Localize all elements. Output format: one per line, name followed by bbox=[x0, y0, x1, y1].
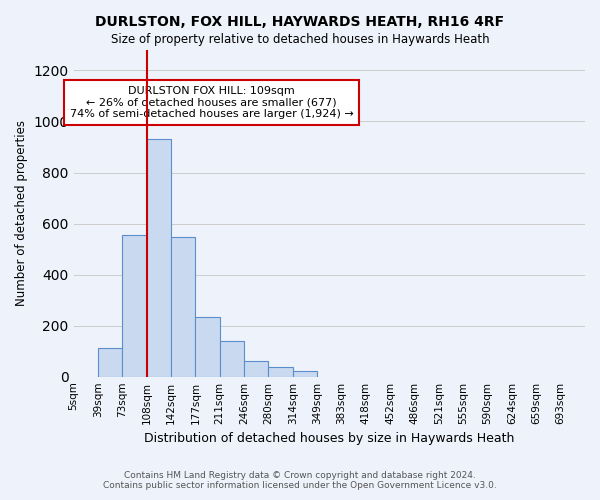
Bar bbox=[268, 367, 293, 376]
Text: DURLSTON, FOX HILL, HAYWARDS HEATH, RH16 4RF: DURLSTON, FOX HILL, HAYWARDS HEATH, RH16… bbox=[95, 15, 505, 29]
Text: DURLSTON FOX HILL: 109sqm
← 26% of detached houses are smaller (677)
74% of semi: DURLSTON FOX HILL: 109sqm ← 26% of detac… bbox=[70, 86, 353, 119]
Bar bbox=[171, 237, 196, 376]
Text: Size of property relative to detached houses in Haywards Heath: Size of property relative to detached ho… bbox=[110, 32, 490, 46]
Bar bbox=[196, 317, 220, 376]
Bar bbox=[220, 341, 244, 376]
Bar bbox=[98, 348, 122, 376]
Bar bbox=[293, 371, 317, 376]
Bar bbox=[244, 361, 268, 376]
X-axis label: Distribution of detached houses by size in Haywards Heath: Distribution of detached houses by size … bbox=[144, 432, 514, 445]
Bar bbox=[146, 140, 171, 376]
Y-axis label: Number of detached properties: Number of detached properties bbox=[15, 120, 28, 306]
Bar bbox=[122, 234, 146, 376]
Text: Contains HM Land Registry data © Crown copyright and database right 2024.
Contai: Contains HM Land Registry data © Crown c… bbox=[103, 470, 497, 490]
